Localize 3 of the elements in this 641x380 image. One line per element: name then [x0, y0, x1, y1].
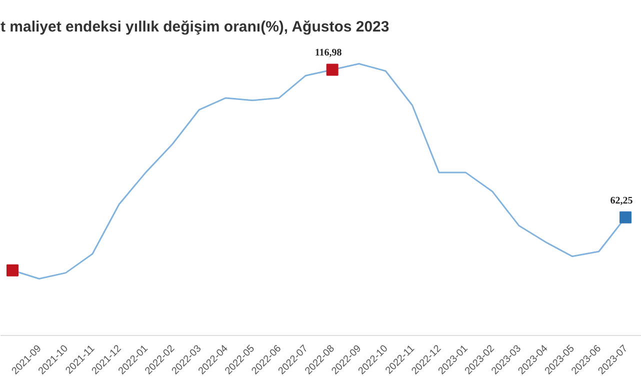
- chart-title: t maliyet endeksi yıllık değişim oranı(%), Ağustos 2023: [0, 18, 390, 36]
- data-label: 62,25: [610, 195, 633, 206]
- data-label: 116,98: [314, 48, 342, 59]
